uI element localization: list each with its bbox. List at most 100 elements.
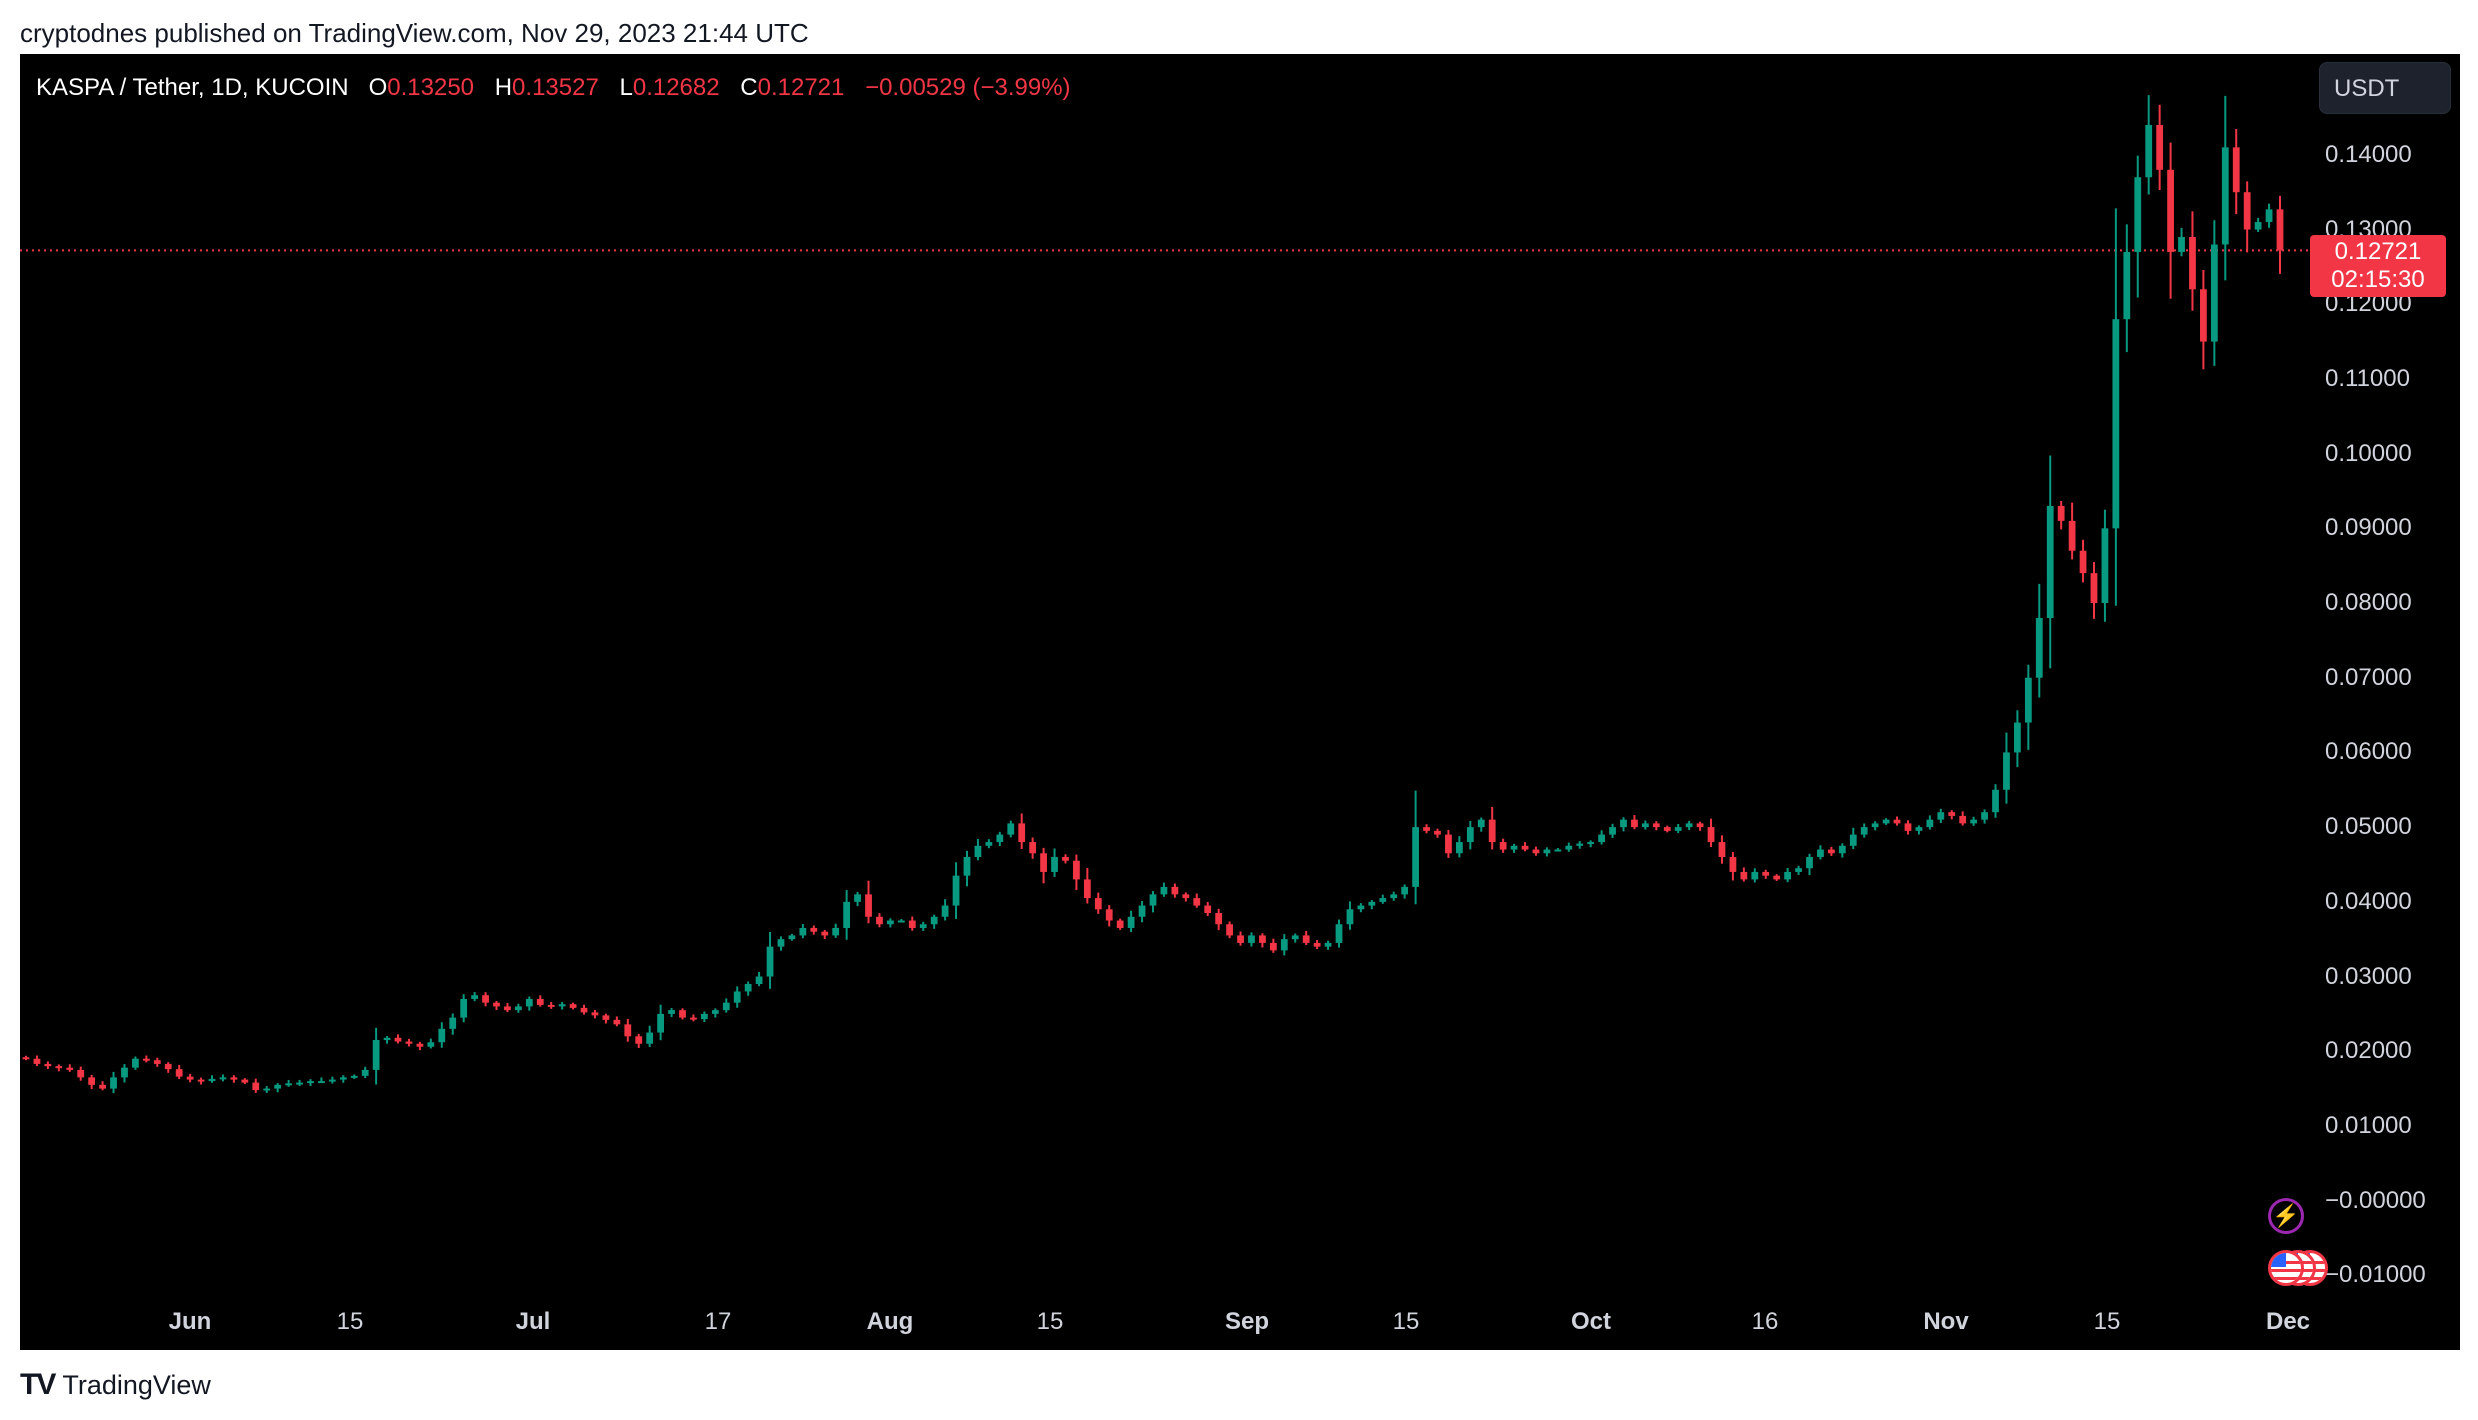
candle-body[interactable] [985,842,993,846]
candle-body[interactable] [1707,827,1715,843]
candle-body[interactable] [164,1063,172,1070]
candle-body[interactable] [624,1024,632,1037]
candle-body[interactable] [1073,860,1080,880]
candle-body[interactable] [602,1015,610,1020]
candle-body[interactable] [733,991,741,1003]
candle-body[interactable] [1335,924,1343,943]
candle-body[interactable] [1959,815,1967,824]
candle-body[interactable] [1806,857,1813,869]
candle-body[interactable] [1904,823,1912,831]
candle-body[interactable] [810,927,818,932]
candle-body[interactable] [1992,789,1999,813]
candle-body[interactable] [2003,752,2010,790]
candle-body[interactable] [1762,871,1770,876]
candle-body[interactable] [2243,192,2251,230]
candle-body[interactable] [832,927,840,936]
candle-body[interactable] [99,1084,106,1089]
candle-body[interactable] [679,1010,686,1018]
candle-body[interactable] [1970,819,1978,824]
candle-body[interactable] [580,1007,588,1013]
candle-body[interactable] [449,1017,457,1029]
candle-body[interactable] [263,1088,271,1091]
candle-body[interactable] [471,995,479,999]
candle-body[interactable] [1094,898,1102,910]
candle-body[interactable] [1773,875,1781,880]
candle-body[interactable] [777,939,785,947]
candle-body[interactable] [1948,812,1956,816]
candle-body[interactable] [908,920,916,928]
candle-body[interactable] [591,1012,599,1016]
candle-body[interactable] [2112,319,2120,529]
candle-body[interactable] [1663,827,1671,831]
candle-body[interactable] [197,1079,205,1082]
candle-body[interactable] [1685,823,1693,828]
candle-body[interactable] [208,1078,216,1082]
candlestick-chart[interactable] [20,54,2460,1350]
candle-body[interactable] [1237,935,1244,943]
candle-body[interactable] [1641,823,1649,828]
candle-body[interactable] [2123,251,2131,320]
candle-body[interactable] [1915,827,1923,831]
candle-body[interactable] [1291,935,1299,940]
candle-body[interactable] [1532,849,1540,854]
candle-body[interactable] [1893,819,1901,824]
candle-body[interactable] [88,1077,96,1085]
candle-body[interactable] [963,857,971,876]
candle-body[interactable] [1160,886,1168,895]
candle-body[interactable] [755,976,763,984]
candle-body[interactable] [1302,935,1310,943]
candle-body[interactable] [504,1006,511,1011]
candle-body[interactable] [1390,894,1398,899]
candle-body[interactable] [1379,898,1387,902]
candle-body[interactable] [383,1037,391,1041]
candle-body[interactable] [55,1066,63,1069]
candle-body[interactable] [405,1041,413,1044]
candle-body[interactable] [1445,834,1452,854]
candle-body[interactable] [1215,913,1223,925]
candle-body[interactable] [711,1010,719,1014]
candle-body[interactable] [416,1043,424,1047]
candle-body[interactable] [700,1013,708,1020]
candle-body[interactable] [1138,905,1146,917]
candle-body[interactable] [690,1017,697,1020]
candle-body[interactable] [1477,819,1485,828]
candle-body[interactable] [1849,834,1857,846]
candle-body[interactable] [1466,827,1474,843]
economic-events[interactable] [2268,1250,2338,1290]
candle-body[interactable] [1499,842,1507,850]
candle-body[interactable] [1609,827,1616,835]
candle-body[interactable] [1871,823,1879,828]
candle-body[interactable] [1981,812,1988,820]
candle-body[interactable] [1062,857,1069,861]
candle-body[interactable] [1696,823,1704,828]
candle-body[interactable] [766,946,774,977]
candle-body[interactable] [887,920,894,925]
candle-body[interactable] [394,1037,402,1042]
candle-body[interactable] [1127,916,1135,928]
candle-body[interactable] [2167,169,2174,252]
candle-body[interactable] [1576,843,1584,846]
candle-body[interactable] [1510,845,1518,850]
candle-body[interactable] [2232,147,2240,193]
candle-body[interactable] [897,920,905,923]
candle-body[interactable] [547,1004,555,1007]
candle-body[interactable] [2200,289,2207,342]
candle-body[interactable] [657,1013,665,1033]
candle-body[interactable] [2221,147,2229,245]
candle-body[interactable] [2068,520,2076,551]
candle-body[interactable] [1729,857,1737,872]
symbol-title[interactable]: KASPA / Tether, 1D, KUCOIN [36,74,349,101]
candle-body[interactable] [1269,942,1277,951]
candle-body[interactable] [339,1077,347,1080]
candle-body[interactable] [1631,819,1638,828]
candle-body[interactable] [2090,573,2098,604]
candle-body[interactable] [230,1077,238,1080]
candle-body[interactable] [1248,935,1255,943]
candle-body[interactable] [1401,886,1409,895]
candle-body[interactable] [1116,920,1124,928]
chart-panel[interactable]: KASPA / Tether, 1D, KUCOIN O0.13250 H0.1… [20,54,2460,1350]
candle-body[interactable] [1455,842,1463,854]
candle-body[interactable] [1324,942,1332,947]
candle-body[interactable] [142,1058,150,1061]
candle-body[interactable] [1193,898,1201,906]
